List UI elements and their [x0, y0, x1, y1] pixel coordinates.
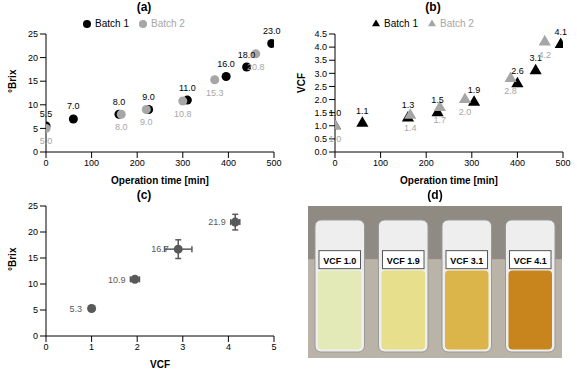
svg-text:300: 300 — [464, 158, 479, 168]
svg-text:500: 500 — [555, 158, 570, 168]
svg-text:4.0: 4.0 — [314, 42, 327, 52]
svg-text:VCF: VCF — [150, 359, 170, 370]
svg-text:8.0: 8.0 — [115, 122, 128, 132]
svg-text:2.5: 2.5 — [314, 82, 327, 92]
svg-text:5: 5 — [33, 124, 38, 134]
svg-text:20: 20 — [28, 53, 38, 63]
html-text:(b): (b) — [425, 0, 441, 14]
svg-text:Operation time [min]: Operation time [min] — [400, 175, 498, 186]
svg-text:5: 5 — [33, 305, 38, 315]
svg-text:1.0: 1.0 — [314, 121, 327, 131]
svg-text:1.5: 1.5 — [431, 95, 444, 105]
svg-text:0.5: 0.5 — [314, 134, 327, 144]
svg-text:16.7: 16.7 — [151, 244, 169, 254]
svg-text:2.0: 2.0 — [314, 95, 327, 105]
svg-text:°Brix: °Brix — [7, 247, 18, 271]
html-text:Batch 1: Batch 1 — [384, 18, 418, 29]
svg-text:Operation time [min]: Operation time [min] — [111, 175, 209, 186]
svg-text:°Brix: °Brix — [7, 69, 18, 93]
svg-text:200: 200 — [130, 158, 145, 168]
svg-text:VCF: VCF — [296, 73, 307, 93]
svg-text:23.0: 23.0 — [263, 26, 281, 36]
svg-text:10: 10 — [28, 279, 38, 289]
svg-text:2.8: 2.8 — [504, 86, 517, 96]
svg-text:4: 4 — [226, 342, 231, 352]
svg-text:20: 20 — [28, 227, 38, 237]
svg-text:VCF 4.1: VCF 4.1 — [514, 256, 547, 266]
html-text:Batch 1: Batch 1 — [95, 18, 129, 29]
svg-text:4.1: 4.1 — [554, 27, 567, 37]
svg-text:4.2: 4.2 — [539, 50, 552, 60]
svg-text:21.9: 21.9 — [208, 217, 226, 227]
svg-text:VCF 3.1: VCF 3.1 — [450, 256, 483, 266]
svg-text:3.1: 3.1 — [529, 53, 542, 64]
svg-text:4.5: 4.5 — [314, 29, 327, 39]
svg-text:15: 15 — [28, 253, 38, 263]
svg-text:3.0: 3.0 — [314, 69, 327, 79]
svg-text:2.6: 2.6 — [511, 66, 524, 76]
svg-text:25: 25 — [28, 202, 38, 211]
html-text:(d): (d) — [427, 188, 443, 202]
html-text:Batch 2: Batch 2 — [440, 18, 474, 29]
svg-text:1.3: 1.3 — [402, 100, 415, 110]
svg-text:100: 100 — [84, 158, 99, 168]
svg-text:5.5: 5.5 — [40, 109, 53, 119]
html-text:Batch 2: Batch 2 — [151, 18, 185, 29]
svg-text:5.3: 5.3 — [70, 304, 83, 314]
svg-text:2: 2 — [135, 342, 140, 352]
svg-text:5: 5 — [271, 342, 276, 352]
svg-text:3: 3 — [180, 342, 185, 352]
svg-text:0: 0 — [43, 342, 48, 352]
svg-text:15.3: 15.3 — [206, 88, 224, 98]
svg-text:0: 0 — [33, 331, 38, 341]
svg-text:11.0: 11.0 — [179, 83, 196, 93]
svg-text:400: 400 — [510, 158, 525, 168]
svg-text:1.5: 1.5 — [314, 108, 327, 118]
svg-text:300: 300 — [175, 158, 190, 168]
svg-text:9.0: 9.0 — [142, 92, 155, 102]
svg-text:0.0: 0.0 — [314, 147, 327, 157]
svg-text:10.8: 10.8 — [174, 109, 192, 119]
svg-text:1.4: 1.4 — [404, 123, 417, 133]
svg-text:0: 0 — [332, 158, 337, 168]
svg-text:3.5: 3.5 — [314, 55, 327, 65]
svg-text:VCF 1.0: VCF 1.0 — [323, 256, 356, 266]
svg-text:18.0: 18.0 — [238, 50, 256, 60]
svg-text:1.9: 1.9 — [468, 85, 481, 95]
svg-text:200: 200 — [419, 158, 434, 168]
svg-text:10.9: 10.9 — [108, 275, 126, 285]
svg-text:1: 1 — [89, 342, 94, 352]
svg-text:2.0: 2.0 — [459, 107, 472, 117]
svg-text:20.8: 20.8 — [247, 62, 265, 72]
svg-text:15: 15 — [28, 76, 38, 86]
svg-text:25: 25 — [28, 29, 38, 39]
svg-text:7.0: 7.0 — [67, 101, 80, 111]
svg-text:100: 100 — [373, 158, 388, 168]
svg-text:1.0: 1.0 — [329, 134, 342, 144]
html-text:(c): (c) — [136, 188, 152, 202]
svg-text:400: 400 — [221, 158, 236, 168]
svg-text:16.0: 16.0 — [217, 59, 235, 69]
svg-text:10: 10 — [28, 100, 38, 110]
svg-text:500: 500 — [266, 158, 281, 168]
svg-text:9.0: 9.0 — [140, 117, 153, 127]
svg-text:0: 0 — [33, 147, 38, 157]
svg-text:1.0: 1.0 — [329, 108, 342, 118]
svg-text:1.7: 1.7 — [434, 115, 447, 125]
svg-text:8.0: 8.0 — [113, 97, 126, 107]
svg-text:1.1: 1.1 — [356, 106, 369, 116]
svg-text:0: 0 — [43, 158, 48, 168]
html-text:(a): (a) — [136, 0, 152, 14]
svg-text:VCF 1.9: VCF 1.9 — [387, 256, 420, 266]
svg-text:5.0: 5.0 — [40, 136, 53, 146]
